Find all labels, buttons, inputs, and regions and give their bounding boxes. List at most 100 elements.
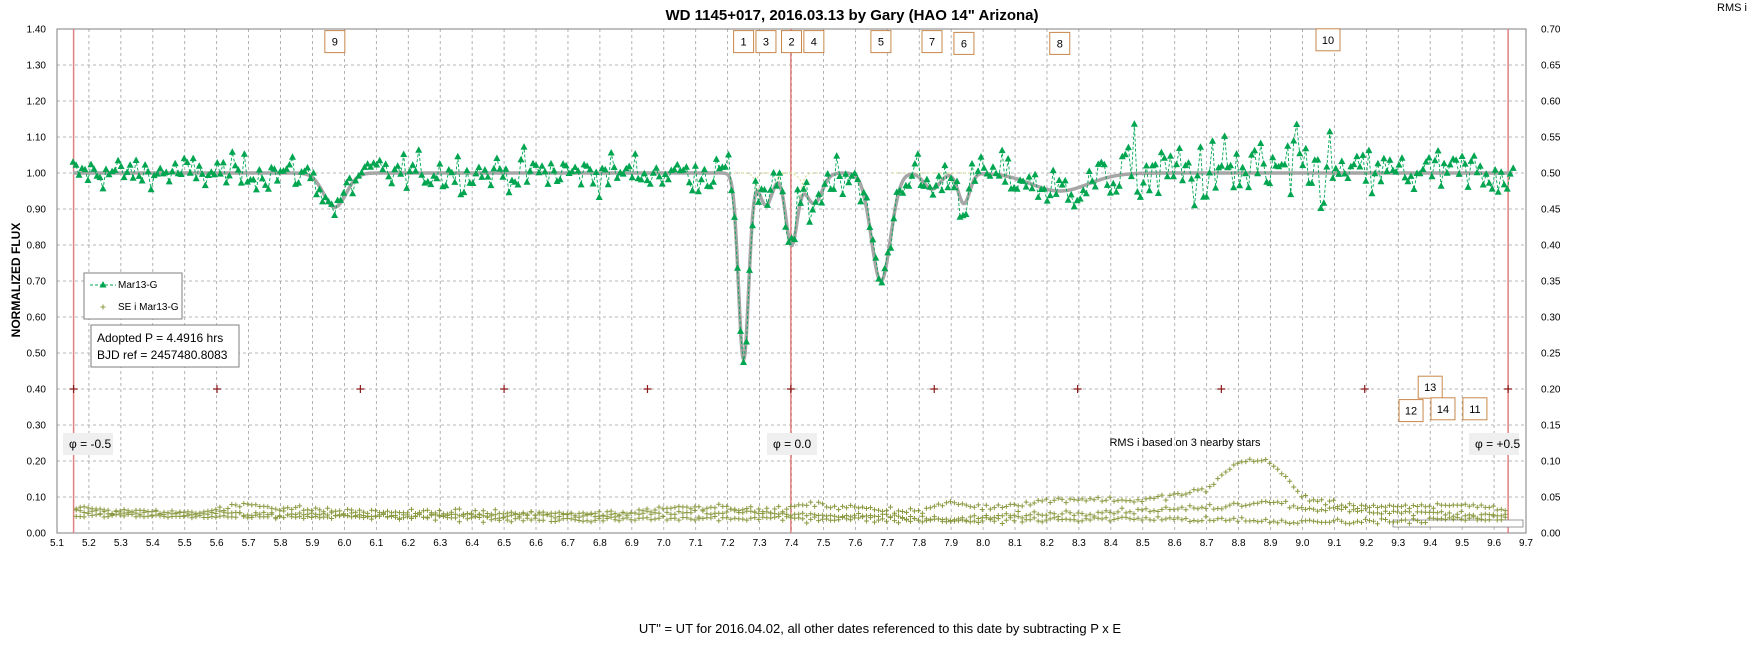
- flux-point: [746, 266, 753, 273]
- flux-point: [1151, 160, 1159, 168]
- flux-point: [1284, 142, 1292, 149]
- rms-point: [612, 517, 618, 523]
- rms-point: [784, 506, 790, 512]
- info-period: Adopted P = 4.4916 hrs: [97, 331, 223, 345]
- flux-point: [1332, 164, 1340, 172]
- flux-point: [1076, 195, 1084, 202]
- rms-point: [1159, 507, 1165, 512]
- rms-point: [1279, 501, 1285, 506]
- rms-point: [369, 516, 375, 522]
- rms-point: [1375, 521, 1380, 527]
- rms-point: [1450, 516, 1456, 522]
- flux-point: [1497, 168, 1505, 175]
- rms-point: [1179, 492, 1185, 498]
- y-tick-label: 0.50: [27, 349, 47, 360]
- x-tick-label: 5.1: [50, 538, 64, 549]
- flux-point: [222, 178, 230, 186]
- rms-point: [688, 510, 694, 516]
- rms-point: [756, 511, 762, 516]
- rms-point: [584, 518, 590, 524]
- flux-point: [935, 172, 943, 179]
- flux-point: [682, 163, 690, 170]
- rms-point: [820, 512, 826, 518]
- rms-point: [301, 515, 307, 521]
- flux-point: [944, 183, 952, 191]
- flux-point: [505, 188, 513, 196]
- flux-point: [1377, 177, 1385, 185]
- flux-point: [1130, 120, 1138, 127]
- flux-point: [481, 166, 489, 173]
- rms-point: [1055, 495, 1061, 501]
- flux-point: [640, 169, 648, 177]
- rms-point: [604, 516, 610, 521]
- flux-point: [165, 177, 173, 185]
- y-tick-label: 1.10: [27, 133, 47, 144]
- y-tick-label: 0.30: [27, 421, 47, 432]
- dip-label-box: [1398, 399, 1424, 423]
- flux-point: [102, 165, 110, 172]
- rms-point: [237, 504, 243, 510]
- rms-point: [205, 515, 211, 521]
- rms-point: [1263, 457, 1269, 462]
- rms-point: [1235, 460, 1241, 466]
- flux-point: [135, 172, 143, 179]
- rms-point: [1291, 503, 1297, 509]
- rms-point: [361, 515, 367, 521]
- rms-point: [1363, 506, 1368, 512]
- flux-point: [418, 171, 426, 178]
- flux-point: [373, 161, 381, 168]
- rms-point: [548, 510, 554, 516]
- rms-point: [333, 513, 339, 519]
- phase-marker: [500, 385, 509, 393]
- rms-point: [1219, 472, 1225, 478]
- x-tick-label: 8.8: [1232, 538, 1246, 549]
- rms-point: [1067, 496, 1073, 502]
- rms-point: [919, 513, 925, 519]
- rms-point: [520, 518, 526, 524]
- flux-point: [147, 185, 155, 193]
- y2-tick-label: 0.05: [1541, 493, 1561, 504]
- flux-point: [824, 170, 832, 177]
- rms-point: [129, 511, 135, 517]
- flux-point: [1001, 178, 1009, 185]
- flux-point: [346, 174, 354, 181]
- flux-point: [1485, 179, 1493, 186]
- flux-point: [749, 221, 756, 229]
- rms-point: [1047, 510, 1053, 516]
- flux-point: [803, 178, 811, 185]
- rms-point: [724, 509, 730, 515]
- rms-point: [820, 501, 826, 507]
- rms-point: [884, 518, 889, 524]
- flux-point: [721, 163, 729, 170]
- rms-point: [1267, 460, 1273, 466]
- flux-point: [219, 158, 227, 166]
- y2-tick-label: 0.40: [1541, 241, 1561, 252]
- rms-point: [900, 509, 905, 514]
- rms-point: [1474, 504, 1480, 510]
- rms-point: [1127, 498, 1133, 504]
- flux-point: [1227, 161, 1235, 169]
- flux-point: [658, 180, 666, 187]
- flux-point: [1094, 160, 1102, 167]
- rms-point: [1115, 515, 1121, 521]
- x-tick-label: 5.6: [210, 538, 224, 549]
- flux-point: [932, 182, 940, 189]
- rms-point: [724, 515, 730, 521]
- rms-point: [1371, 518, 1376, 524]
- model-curve: [73, 171, 1513, 361]
- flux-point: [670, 165, 678, 173]
- rms-point: [648, 517, 654, 523]
- rms-point: [468, 515, 474, 521]
- rms-point: [556, 509, 562, 515]
- rms-point: [592, 510, 598, 516]
- y-tick-label: 0.20: [27, 457, 47, 468]
- rms-point: [708, 515, 714, 521]
- rms-point: [1015, 514, 1021, 520]
- flux-point: [1425, 154, 1433, 161]
- flux-point: [980, 164, 988, 171]
- rms-point: [1299, 494, 1305, 500]
- rms-point: [995, 516, 1001, 522]
- rms-point: [872, 507, 877, 513]
- rms-point: [1139, 517, 1145, 523]
